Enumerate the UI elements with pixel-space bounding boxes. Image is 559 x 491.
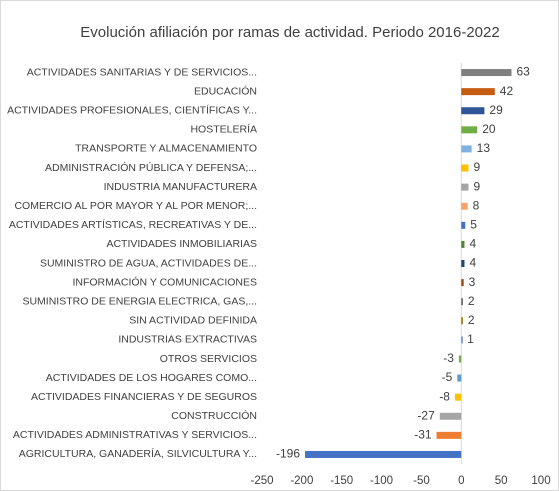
bar xyxy=(457,374,462,382)
x-tick-label: -150 xyxy=(330,475,353,487)
data-label: 1 xyxy=(467,332,474,346)
y-tick-label: EDUCACIÓN xyxy=(194,84,257,97)
bar xyxy=(439,412,462,420)
bar xyxy=(461,183,469,191)
bar xyxy=(461,145,472,153)
bar xyxy=(461,107,485,115)
data-label: -31 xyxy=(414,428,432,442)
x-tick-label: -50 xyxy=(413,475,430,487)
bar xyxy=(461,88,495,96)
y-tick-label: SIN ACTIVIDAD DEFINIDA xyxy=(129,315,257,327)
data-label: 4 xyxy=(469,256,476,270)
y-tick-label: HOSTELERÍA xyxy=(190,123,257,136)
bar xyxy=(461,279,464,287)
data-label: -196 xyxy=(276,447,300,461)
y-tick-label: ACTIVIDADES INMOBILIARIAS xyxy=(106,238,257,250)
bar xyxy=(461,221,466,229)
y-tick-label: INDUSTRIA MANUFACTURERA xyxy=(104,181,257,193)
data-label: 13 xyxy=(477,141,491,155)
data-label: 42 xyxy=(500,84,514,98)
y-tick-label: INDUSTRIAS EXTRACTIVAS xyxy=(118,334,257,346)
bar xyxy=(305,450,462,458)
bar xyxy=(461,164,469,172)
y-tick-label: ACTIVIDADES PROFESIONALES, CIENTÍFICAS Y… xyxy=(7,104,257,117)
y-tick-label: COMERCIO AL POR MAYOR Y AL POR MENOR;... xyxy=(14,200,257,212)
y-tick-label: INFORMACIÓN Y COMUNICACIONES xyxy=(72,275,257,288)
bar xyxy=(436,431,462,439)
y-tick-label: SUMINISTRO DE ENERGIA ELECTRICA, GAS,... xyxy=(22,295,257,307)
bar xyxy=(461,298,463,306)
x-tick-label: -200 xyxy=(290,475,313,487)
data-label: -8 xyxy=(439,389,450,403)
data-label: 63 xyxy=(517,65,531,79)
y-tick-label: ACTIVIDADES DE LOS HOGARES COMO... xyxy=(46,372,257,384)
data-label: 2 xyxy=(468,313,475,327)
y-tick-label: ACTIVIDADES SANITARIAS Y DE SERVICIOS... xyxy=(27,66,257,78)
bar xyxy=(461,126,478,134)
y-tick-label: ACTIVIDADES ARTÍSTICAS, RECREATIVAS Y DE… xyxy=(9,218,257,231)
data-label: -3 xyxy=(443,351,454,365)
x-tick-label: 50 xyxy=(495,475,508,487)
bar xyxy=(461,202,468,210)
data-label: 29 xyxy=(489,103,503,117)
x-tick-label: -250 xyxy=(250,475,273,487)
data-label: 9 xyxy=(473,179,480,193)
data-label: 9 xyxy=(473,160,480,174)
bar xyxy=(458,355,462,363)
x-tick-label: 0 xyxy=(458,475,464,487)
y-tick-label: ACTIVIDADES ADMINISTRATIVAS Y SERVICIOS.… xyxy=(13,429,257,441)
y-tick-label: AGRICULTURA, GANADERÍA, SILVICULTURA Y..… xyxy=(19,447,257,460)
data-label: 20 xyxy=(482,122,496,136)
x-tick-label: -100 xyxy=(370,475,393,487)
y-tick-label: ACTIVIDADES FINANCIERAS Y DE SEGUROS xyxy=(31,391,257,403)
bar xyxy=(461,69,512,77)
y-tick-label: CONSTRUCCIÓN xyxy=(171,409,257,422)
bar xyxy=(461,240,465,248)
bar xyxy=(454,393,462,401)
y-tick-label: ADMINISTRACIÓN PÚBLICA Y DEFENSA;... xyxy=(45,161,257,174)
data-label: 2 xyxy=(468,294,475,308)
data-label: 4 xyxy=(469,237,476,251)
bar xyxy=(461,260,465,267)
data-label: 5 xyxy=(470,217,477,231)
data-label: -5 xyxy=(442,370,453,384)
y-tick-label: OTROS SERVICIOS xyxy=(160,353,257,365)
data-label: 8 xyxy=(473,198,480,212)
bar xyxy=(461,336,463,344)
chart-title: Evolución afiliación por ramas de activi… xyxy=(80,24,499,41)
y-tick-label: SUMINISTRO DE AGUA, ACTIVIDADES DE... xyxy=(40,257,257,269)
y-tick-label: TRANSPORTE Y ALMACENAMIENTO xyxy=(75,143,257,155)
data-label: -27 xyxy=(417,408,435,422)
bar xyxy=(461,317,463,325)
data-label: 3 xyxy=(469,275,476,289)
x-tick-label: 100 xyxy=(531,475,550,487)
